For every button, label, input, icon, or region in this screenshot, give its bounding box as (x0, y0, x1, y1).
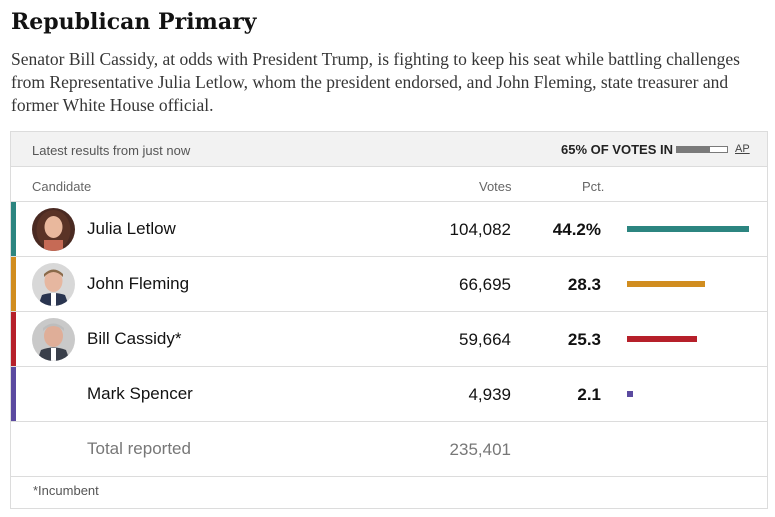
candidate-pct: 28.3 (567, 275, 601, 294)
results-status-bar: Latest results from just now 65% OF VOTE… (11, 132, 767, 167)
page-title: Republican Primary (11, 9, 257, 35)
col-header-candidate: Candidate (32, 179, 92, 194)
col-header-votes: Votes (479, 179, 512, 194)
candidate-name: Mark Spencer (87, 384, 193, 403)
candidate-votes: 66,695 (459, 275, 511, 294)
party-color-swatch (11, 312, 16, 367)
votes-in-progress-fill (677, 147, 710, 152)
candidate-avatar (32, 263, 75, 306)
latest-results-text: Latest results from just now (32, 143, 191, 158)
ap-source-link[interactable]: AP (735, 143, 750, 155)
candidate-pct: 44.2% (552, 220, 601, 239)
votes-in-text: 65% OF VOTES IN (561, 142, 673, 157)
total-label: Total reported (87, 439, 191, 458)
party-color-swatch (11, 202, 16, 257)
candidate-row: John Fleming 66,695 28.3 (11, 256, 767, 312)
votes-in-progress (676, 146, 728, 153)
candidate-pct: 2.1 (577, 385, 601, 404)
candidate-pct-bar (627, 391, 633, 397)
candidate-pct-bar (627, 336, 697, 342)
candidate-votes: 104,082 (449, 220, 511, 239)
party-color-swatch (11, 257, 16, 312)
candidate-avatar (32, 318, 75, 361)
candidate-pct-bar (627, 226, 749, 232)
article-dek: Senator Bill Cassidy, at odds with Presi… (11, 49, 740, 115)
candidate-pct-bar (627, 281, 705, 287)
col-header-pct: Pct. (582, 179, 605, 194)
total-row: Total reported 235,401 (11, 421, 767, 476)
total-votes: 235,401 (449, 440, 511, 459)
candidate-row: Mark Spencer 4,939 2.1 (11, 366, 767, 422)
candidate-name: John Fleming (87, 274, 190, 293)
candidate-votes: 59,664 (459, 330, 511, 349)
incumbent-footnote: *Incumbent (33, 483, 99, 498)
footnote-row (11, 476, 767, 509)
candidate-pct: 25.3 (567, 330, 601, 349)
party-color-swatch (11, 367, 16, 422)
candidate-row: Bill Cassidy* 59,664 25.3 (11, 311, 767, 367)
candidate-name: Julia Letlow (87, 219, 176, 238)
candidate-row: Julia Letlow 104,082 44.2% (11, 201, 767, 257)
candidate-avatar (32, 208, 75, 251)
candidate-votes: 4,939 (468, 385, 511, 404)
results-table: Latest results from just now 65% OF VOTE… (10, 131, 768, 509)
candidate-name: Bill Cassidy* (87, 329, 182, 348)
